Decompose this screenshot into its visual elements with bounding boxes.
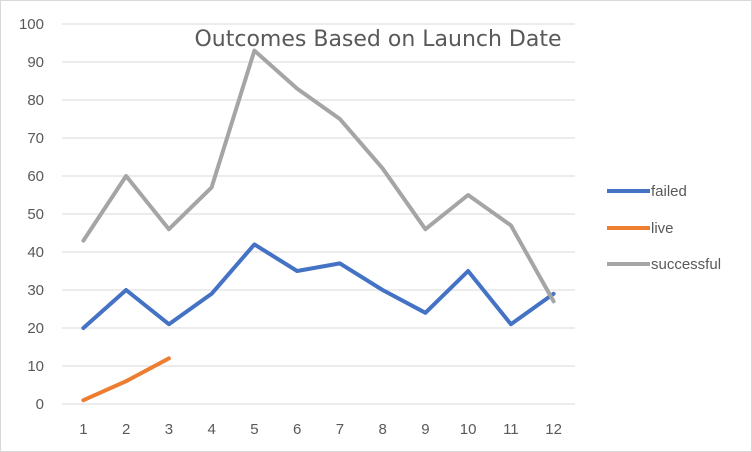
x-tick-label: 2 [122, 421, 130, 438]
x-tick-label: 7 [336, 421, 344, 438]
x-tick-label: 9 [421, 421, 429, 438]
x-tick-label: 10 [460, 421, 477, 438]
series-line-failed [81, 242, 556, 330]
series-line-live [81, 356, 171, 403]
y-tick-label: 50 [27, 206, 44, 223]
y-tick-label: 60 [27, 168, 44, 185]
x-tick-label: 5 [250, 421, 258, 438]
series-line-successful [81, 48, 556, 304]
y-tick-label: 80 [27, 92, 44, 109]
legend: failed live successful [607, 183, 721, 273]
x-tick-label: 3 [165, 421, 173, 438]
chart-title: Outcomes Based on Launch Date [194, 27, 561, 52]
x-tick-label: 11 [503, 421, 519, 438]
x-tick-label: 12 [545, 421, 562, 438]
y-tick-label: 30 [27, 282, 44, 299]
x-tick-label: 4 [207, 421, 215, 438]
legend-label-live: live [651, 220, 674, 237]
y-tick-label: 70 [27, 130, 44, 147]
series-lines [81, 48, 556, 403]
x-tick-label: 8 [378, 421, 386, 438]
x-tick-label: 1 [79, 421, 87, 438]
x-axis-ticks: 1 2 3 4 5 6 7 8 9 10 11 12 [79, 421, 562, 438]
y-tick-label: 20 [27, 320, 44, 337]
y-tick-label: 100 [19, 16, 44, 33]
y-tick-label: 10 [27, 358, 44, 375]
y-axis-ticks: 0 10 20 30 40 50 60 70 80 90 100 [19, 16, 44, 413]
y-tick-label: 90 [27, 54, 44, 71]
x-tick-label: 6 [293, 421, 301, 438]
y-tick-label: 0 [36, 396, 44, 413]
y-tick-label: 40 [27, 244, 44, 261]
legend-label-successful: successful [651, 256, 721, 273]
legend-label-failed: failed [651, 183, 687, 200]
gridlines [62, 23, 575, 405]
